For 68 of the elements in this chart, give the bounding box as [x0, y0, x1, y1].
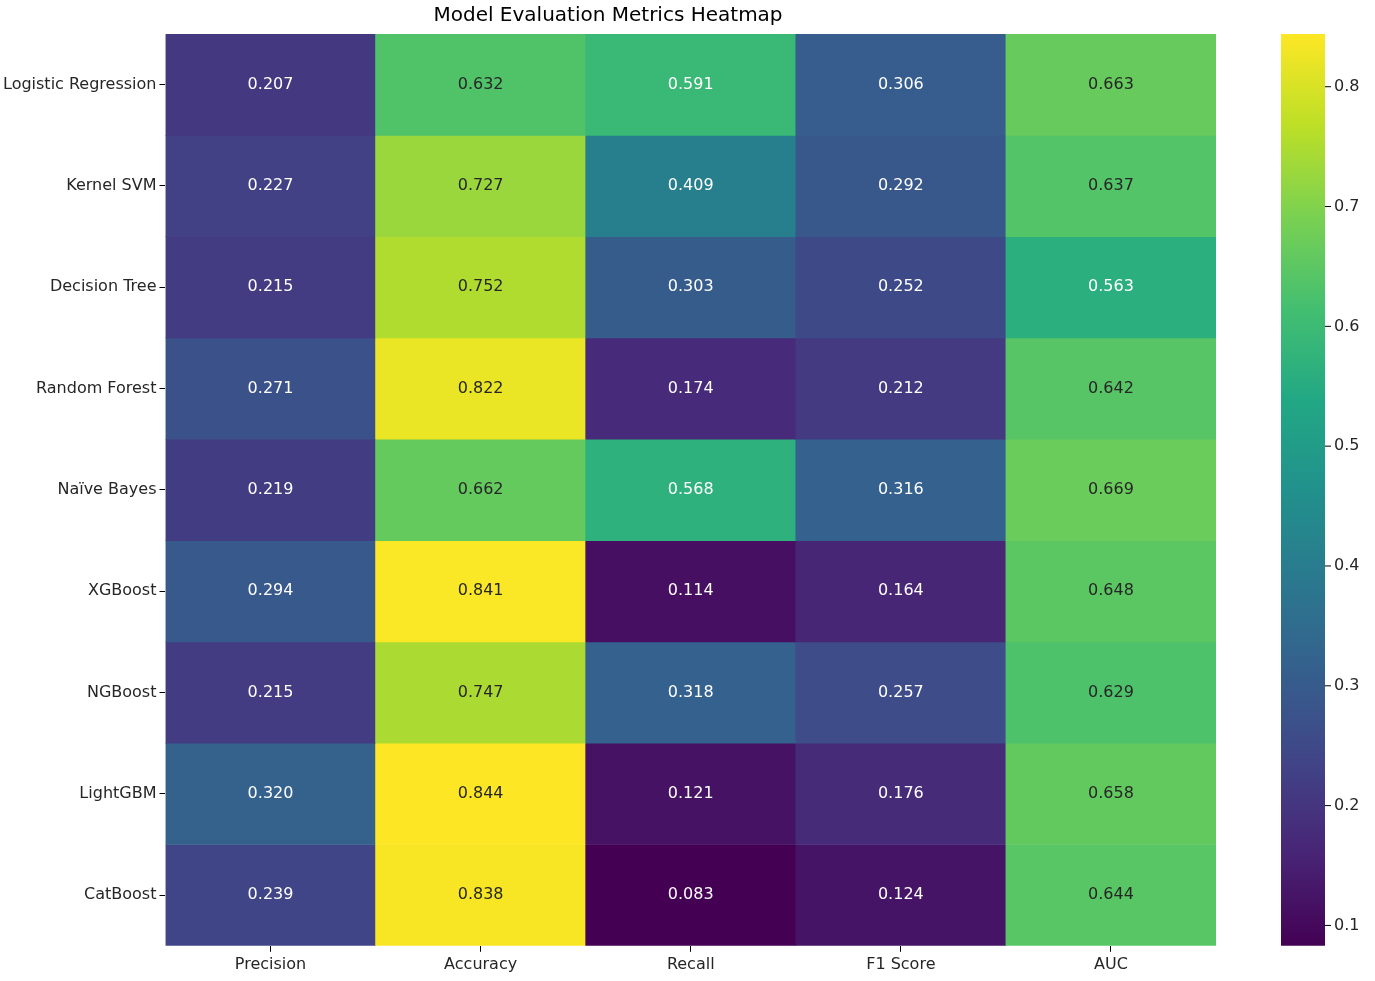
- y-tick-label: CatBoost: [84, 884, 157, 904]
- data-label: 0.822: [457, 377, 504, 397]
- y-tick-label: NGBoost: [86, 681, 157, 701]
- x-tick-label: Accuracy: [444, 953, 518, 973]
- data-label: 0.752: [457, 276, 504, 296]
- data-label: 0.644: [1088, 884, 1134, 904]
- data-label: 0.207: [247, 73, 294, 93]
- data-label: 0.658: [1088, 782, 1134, 802]
- data-label: 0.303: [667, 276, 714, 296]
- data-label: 0.174: [667, 377, 714, 397]
- data-label: 0.294: [247, 580, 294, 600]
- data-label: 0.747: [457, 681, 504, 701]
- data-label: 0.838: [457, 884, 504, 904]
- data-label: 0.669: [1088, 479, 1134, 499]
- data-label: 0.257: [877, 681, 924, 701]
- data-label: 0.844: [457, 782, 504, 802]
- data-label: 0.227: [247, 175, 294, 195]
- data-label: 0.252: [877, 276, 924, 296]
- data-label: 0.212: [877, 377, 924, 397]
- color-bar-label: 0.6: [1334, 315, 1360, 335]
- data-label: 0.727: [457, 175, 504, 195]
- data-label: 0.239: [247, 884, 294, 904]
- data-label: 0.271: [247, 377, 294, 397]
- data-label: 0.215: [247, 681, 294, 701]
- data-label: 0.316: [877, 479, 924, 499]
- chart-title: Model Evaluation Metrics Heatmap: [433, 2, 783, 27]
- data-label: 0.841: [457, 580, 504, 600]
- data-label: 0.114: [667, 580, 714, 600]
- data-label: 0.121: [667, 782, 714, 802]
- data-label: 0.637: [1088, 175, 1134, 195]
- color-bar-label: 0.7: [1334, 195, 1360, 215]
- data-label: 0.215: [247, 276, 294, 296]
- data-label: 0.648: [1088, 580, 1134, 600]
- data-label: 0.409: [667, 175, 714, 195]
- data-label: 0.568: [667, 479, 714, 499]
- data-label: 0.320: [247, 782, 294, 802]
- x-tick-label: F1 Score: [866, 953, 936, 973]
- y-tick-label: LightGBM: [79, 782, 157, 802]
- y-tick-label: Kernel SVM: [66, 175, 157, 195]
- x-tick-label: Precision: [234, 953, 307, 973]
- color-bar-label: 0.5: [1334, 435, 1360, 455]
- data-label: 0.591: [667, 73, 714, 93]
- data-label: 0.292: [877, 175, 924, 195]
- data-label: 0.563: [1088, 276, 1134, 296]
- data-label: 0.219: [247, 479, 294, 499]
- color-bar-label: 0.8: [1334, 75, 1360, 95]
- data-label: 0.306: [877, 73, 924, 93]
- data-label: 0.176: [877, 782, 924, 802]
- data-label: 0.632: [457, 73, 504, 93]
- data-label: 0.663: [1088, 73, 1134, 93]
- x-tick-label: Recall: [666, 953, 715, 973]
- color-bar-label: 0.1: [1334, 914, 1360, 934]
- data-label: 0.662: [457, 479, 504, 499]
- y-tick-label: Logistic Regression: [2, 73, 157, 93]
- color-bar-label: 0.3: [1334, 674, 1360, 694]
- data-label: 0.318: [667, 681, 714, 701]
- y-tick-label: XGBoost: [87, 580, 157, 600]
- y-tick-label: Naïve Bayes: [57, 479, 157, 499]
- data-label: 0.629: [1088, 681, 1134, 701]
- data-label: 0.164: [877, 580, 924, 600]
- x-tick-label: AUC: [1094, 953, 1128, 973]
- data-label: 0.083: [667, 884, 714, 904]
- data-label: 0.642: [1088, 377, 1134, 397]
- color-bar-label: 0.4: [1334, 555, 1360, 575]
- color-bar-label: 0.2: [1334, 794, 1360, 814]
- y-tick-label: Random Forest: [36, 377, 157, 397]
- y-tick-label: Decision Tree: [49, 276, 157, 296]
- data-label: 0.124: [877, 884, 924, 904]
